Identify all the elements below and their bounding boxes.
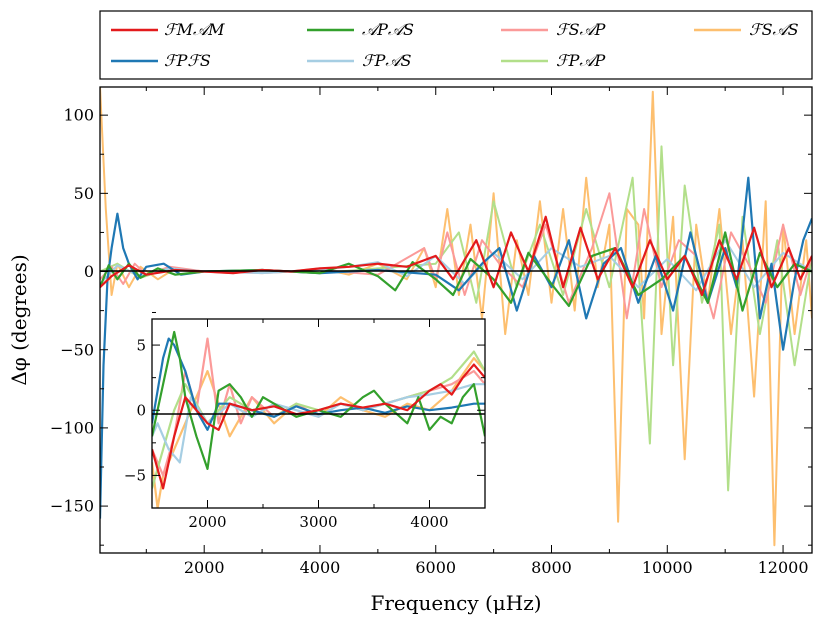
main-y-tick-label: −50	[60, 340, 94, 359]
legend-label: ℱP𝒜S	[362, 51, 411, 70]
inset-y-tick-label: 0	[136, 401, 146, 419]
main-x-tick-label: 2000	[184, 558, 225, 577]
inset-series-line	[152, 383, 485, 464]
legend-entry: ℱP𝒜P	[501, 51, 605, 70]
main-x-tick-label: 6000	[415, 558, 456, 577]
main-series-line	[100, 192, 812, 320]
legend-label: ℱPℱS	[164, 51, 211, 70]
main-x-tick-label: 8000	[531, 558, 572, 577]
x-axis-label: Frequency (μHz)	[370, 591, 541, 615]
main-y-tick-label: 0	[84, 262, 94, 281]
main-y-tick-label: −150	[50, 497, 94, 516]
legend-label: 𝒜P𝒜S	[362, 20, 414, 39]
legend-frame	[99, 10, 813, 80]
main-x-tick-label: 4000	[300, 558, 341, 577]
y-axis-label: Δφ (degrees)	[7, 254, 31, 385]
legend-label: ℱS𝒜P	[556, 20, 606, 39]
legend-entry: ℱS𝒜S	[694, 20, 799, 39]
legend-entry: 𝒜P𝒜S	[307, 20, 414, 39]
legend-label: ℱP𝒜P	[556, 51, 605, 70]
main-y-tick-label: 50	[74, 184, 94, 203]
legend-entry: ℱPℱS	[111, 51, 211, 70]
main-y-tick-label: −100	[50, 418, 94, 437]
legend-entry: ℱM𝒜M	[111, 20, 225, 39]
main-series-line	[100, 215, 812, 297]
main-x-tick-label: 12000	[758, 558, 809, 577]
inset-y-tick-label: 5	[136, 336, 146, 354]
inset-axes-frame	[151, 318, 486, 509]
inset-x-tick-label: 3000	[299, 513, 337, 531]
inset-x-tick-label: 2000	[188, 513, 226, 531]
inset-series-line	[152, 363, 485, 490]
legend-entry: ℱS𝒜P	[501, 20, 606, 39]
legend-label: ℱM𝒜M	[164, 20, 225, 39]
legend-entry: ℱP𝒜S	[307, 51, 411, 70]
inset-y-tick-label: −5	[124, 467, 146, 485]
inset-x-tick-label: 4000	[410, 513, 448, 531]
main-axes-frame	[99, 86, 813, 554]
main-x-tick-label: 10000	[642, 558, 693, 577]
inset-series-line	[152, 330, 485, 470]
legend-label: ℱS𝒜S	[749, 20, 799, 39]
main-axis-ticks: 2000 4000 6000 8000 10000 12000−150−100−50050…	[50, 87, 812, 577]
main-y-tick-label: 100	[63, 106, 94, 125]
